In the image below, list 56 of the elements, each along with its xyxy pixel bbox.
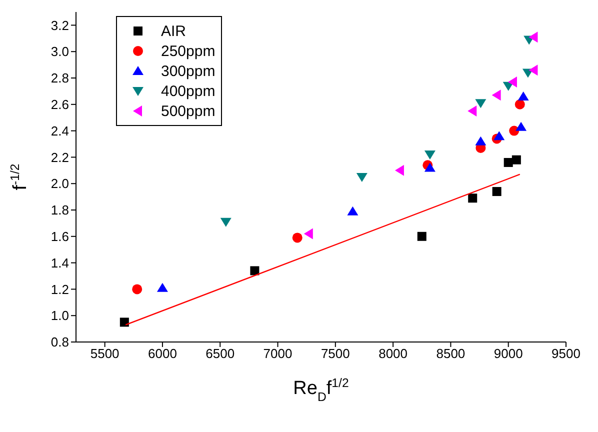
point [120, 318, 129, 327]
point [492, 187, 502, 196]
point [528, 32, 538, 43]
point [494, 131, 505, 140]
y-tick-label: 1.4 [50, 255, 69, 270]
y-tick-label: 3.2 [50, 18, 69, 33]
y-tick-label: 2.2 [50, 150, 69, 165]
y-tick-label: 2.0 [50, 176, 69, 192]
y-tick-label: 2.6 [50, 97, 69, 112]
x-tick-label: 9500 [552, 346, 580, 362]
x-tick-label: 6500 [206, 346, 235, 362]
point [518, 91, 529, 100]
legend-label: AIR [161, 22, 186, 40]
legend-label: 500ppm [161, 102, 216, 120]
x-tick-label: 7000 [263, 346, 292, 362]
point [347, 206, 358, 216]
point [394, 164, 404, 176]
point [356, 173, 368, 182]
point [504, 158, 513, 167]
y-tick-label: 2.4 [50, 123, 69, 138]
point [475, 136, 486, 146]
x-tick-label: 8500 [436, 346, 466, 362]
point [220, 218, 232, 227]
point [492, 90, 501, 101]
point [304, 228, 313, 240]
y-tick-label: 2.8 [50, 70, 69, 86]
point [508, 76, 517, 88]
x-tick-label: 7500 [320, 346, 350, 362]
point [424, 150, 436, 160]
legend-label: 400ppm [161, 82, 216, 100]
point [528, 64, 538, 76]
x-tick-label: 8000 [378, 346, 408, 362]
x-tick-label: 9000 [494, 346, 523, 362]
legend-label: 300ppm [161, 62, 216, 80]
y-tick-label: 0.8 [50, 334, 69, 350]
x-axis-title: Re$_{D}$f$^{1/2}$ [293, 376, 349, 404]
point [292, 232, 302, 243]
point [417, 232, 426, 241]
point [475, 99, 486, 108]
point [468, 194, 478, 203]
point [514, 99, 525, 110]
point [156, 282, 168, 292]
y-tick-label: 1.8 [50, 202, 69, 218]
x-tick-label: 5500 [90, 346, 120, 362]
point [468, 106, 477, 116]
point [250, 266, 260, 276]
x-tick-label: 6000 [148, 346, 177, 362]
point [424, 162, 436, 172]
point [516, 122, 527, 131]
point [132, 284, 142, 294]
y-tick-label: 1.6 [50, 229, 69, 244]
legend-label: 250ppm [161, 42, 216, 60]
point [512, 155, 521, 164]
y-tick-label: 1.2 [50, 282, 69, 297]
y-tick-label: 3.0 [50, 44, 69, 60]
y-tick-label: 1.0 [50, 308, 69, 324]
